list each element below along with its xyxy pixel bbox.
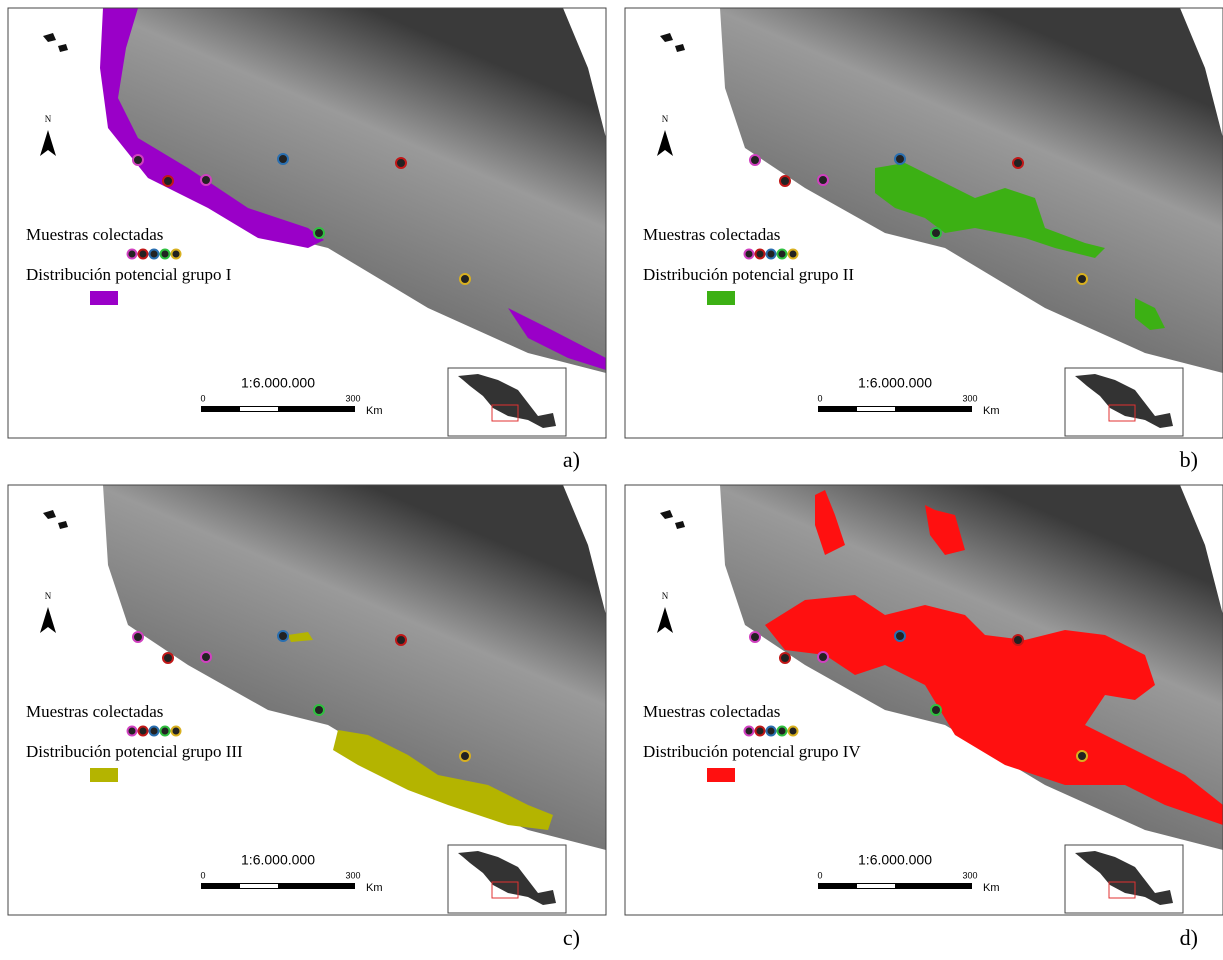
north-label: N <box>45 114 52 124</box>
sample-point <box>201 652 211 662</box>
sample-point <box>750 155 760 165</box>
map-panel: N Muestras colectadas Distribución potenci… <box>8 485 606 915</box>
scale-start: 0 <box>200 393 205 403</box>
sample-legend-dot <box>756 727 765 736</box>
sample-legend-dot <box>789 727 798 736</box>
north-label: N <box>662 591 669 601</box>
sample-point <box>818 175 828 185</box>
sample-legend-dot <box>150 250 159 259</box>
panel-label: a) <box>563 447 580 472</box>
sample-point <box>314 705 324 715</box>
sample-point <box>818 652 828 662</box>
scale-bar-white <box>240 407 278 411</box>
scale-unit: Km <box>366 882 383 894</box>
sample-legend-dot <box>139 250 148 259</box>
sample-legend-dot <box>778 250 787 259</box>
sample-point <box>278 154 288 164</box>
sample-legend-dot <box>745 727 754 736</box>
sample-point <box>1077 274 1087 284</box>
sample-point <box>780 653 790 663</box>
scale-ratio: 1:6.000.000 <box>241 852 315 868</box>
sample-legend-dot <box>172 250 181 259</box>
legend-swatch <box>707 768 735 782</box>
scale-start: 0 <box>817 393 822 403</box>
distribution-legend: Distribución potencial grupo III <box>26 742 243 761</box>
north-label: N <box>45 591 52 601</box>
sample-legend-dot <box>128 727 137 736</box>
sample-legend-dot <box>778 727 787 736</box>
sample-legend-dot <box>161 250 170 259</box>
scale-ratio: 1:6.000.000 <box>241 375 315 391</box>
sample-legend-dot <box>789 250 798 259</box>
sample-legend-dot <box>172 727 181 736</box>
sample-point <box>1077 751 1087 761</box>
sample-point <box>931 228 941 238</box>
map-panel: N Muestras colectadas Distribución potenci… <box>625 485 1223 915</box>
scale-end: 300 <box>962 870 977 880</box>
sample-point <box>133 155 143 165</box>
sample-point <box>396 158 406 168</box>
sample-legend-dot <box>139 727 148 736</box>
legend-swatch <box>90 768 118 782</box>
sample-legend-dot <box>745 250 754 259</box>
distribution-legend: Distribución potencial grupo I <box>26 265 232 284</box>
distribution-legend: Distribución potencial grupo IV <box>643 742 861 761</box>
sample-legend-dot <box>128 250 137 259</box>
sample-point <box>895 154 905 164</box>
panel-label: d) <box>1180 925 1198 950</box>
sample-point <box>314 228 324 238</box>
sample-legend: Muestras colectadas <box>643 225 780 244</box>
sample-point <box>750 632 760 642</box>
figure: N Muestras colectadas Distribución potenci… <box>0 0 1223 955</box>
scale-ratio: 1:6.000.000 <box>858 375 932 391</box>
scale-start: 0 <box>817 870 822 880</box>
scale-end: 300 <box>962 393 977 403</box>
scale-unit: Km <box>366 405 383 417</box>
sample-point <box>278 631 288 641</box>
sample-legend-dot <box>161 727 170 736</box>
scale-start: 0 <box>200 870 205 880</box>
sample-point <box>396 635 406 645</box>
scale-bar-white <box>857 884 895 888</box>
scale-bar-white <box>857 407 895 411</box>
sample-point <box>201 175 211 185</box>
sample-point <box>460 274 470 284</box>
distribution-legend: Distribución potencial grupo II <box>643 265 854 284</box>
sample-point <box>133 632 143 642</box>
sample-legend: Muestras colectadas <box>26 225 163 244</box>
scale-unit: Km <box>983 882 1000 894</box>
scale-unit: Km <box>983 405 1000 417</box>
sample-point <box>460 751 470 761</box>
sample-legend-dot <box>756 250 765 259</box>
scale-bar-white <box>240 884 278 888</box>
scale-end: 300 <box>345 870 360 880</box>
legend-swatch <box>90 291 118 305</box>
sample-point <box>163 653 173 663</box>
sample-point <box>895 631 905 641</box>
sample-point <box>163 176 173 186</box>
panel-label: b) <box>1180 447 1198 472</box>
sample-point <box>780 176 790 186</box>
north-label: N <box>662 114 669 124</box>
sample-legend-dot <box>767 250 776 259</box>
sample-point <box>1013 158 1023 168</box>
sample-point <box>1013 635 1023 645</box>
legend-swatch <box>707 291 735 305</box>
map-panel: N Muestras colectadas Distribución potenci… <box>8 8 606 438</box>
scale-end: 300 <box>345 393 360 403</box>
sample-legend: Muestras colectadas <box>26 702 163 721</box>
panel-label: c) <box>563 925 580 950</box>
sample-point <box>931 705 941 715</box>
sample-legend-dot <box>150 727 159 736</box>
scale-ratio: 1:6.000.000 <box>858 852 932 868</box>
map-panel: N Muestras colectadas Distribución potenci… <box>625 8 1223 438</box>
sample-legend-dot <box>767 727 776 736</box>
sample-legend: Muestras colectadas <box>643 702 780 721</box>
